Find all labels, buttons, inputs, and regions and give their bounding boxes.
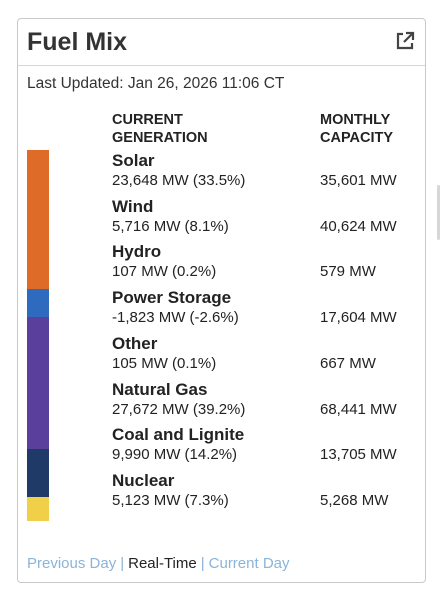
fuel-generation: -1,823 MW (-2.6%) (112, 309, 239, 327)
fuel-name: Hydro (112, 242, 162, 262)
view-switcher: Previous Day | Real-Time | Current Day (27, 555, 290, 572)
current-day-link[interactable]: Current Day (208, 555, 290, 572)
fuel-capacity: 40,624 MW (320, 217, 397, 235)
fuel-capacity: 579 MW (320, 263, 376, 281)
external-link-icon[interactable] (394, 30, 416, 52)
monthly-header-line1: MONTHLY (320, 112, 391, 128)
fuel-mix-card: Fuel Mix Last Updated: Jan 26, 2026 11:0… (17, 18, 426, 583)
card-header: Fuel Mix (18, 19, 425, 66)
stack-bar-segment (27, 317, 49, 449)
fuel-generation: 5,716 MW (8.1%) (112, 217, 229, 235)
fuel-name: Solar (112, 151, 155, 170)
stack-bar-segment (27, 496, 49, 521)
fuel-capacity: 667 MW (320, 354, 376, 372)
fuel-capacity: 35,601 MW (320, 172, 397, 189)
real-time-link[interactable]: Real-Time (128, 555, 197, 572)
fuel-name: Other (112, 333, 158, 353)
fuel-generation: 9,990 MW (14.2%) (112, 446, 238, 464)
fuel-capacity: 68,441 MW (320, 400, 397, 418)
scrollbar[interactable] (437, 185, 440, 240)
fuel-name: Power Storage (112, 288, 232, 308)
fuel-capacity: 17,604 MW (320, 309, 397, 327)
fuel-generation: 105 MW (0.1%) (112, 354, 217, 372)
fuel-row: Other 105 MW (0.1%) 667 MW (112, 334, 412, 380)
stack-bar-segment (27, 289, 49, 318)
fuel-row: Power Storage -1,823 MW (-2.6%) 17,604 MW (112, 288, 412, 334)
fuel-generation: 107 MW (0.2%) (112, 263, 217, 281)
current-header-line2: GENERATION (112, 130, 208, 146)
last-updated-text: Last Updated: Jan 26, 2026 11:06 CT (27, 75, 285, 92)
fuel-generation: 5,123 MW (7.3%) (112, 491, 229, 509)
fuel-capacity: 5,268 MW (320, 491, 389, 509)
fuel-capacity: 13,705 MW (320, 446, 397, 464)
fuel-row: Nuclear 5,123 MW (7.3%) 5,268 MW (112, 471, 412, 517)
fuel-stack-bar (27, 150, 49, 521)
fuel-generation: 27,672 MW (39.2%) (112, 400, 246, 418)
fuel-row: Solar 23,648 MW (33.5%) 35,601 MW (112, 151, 412, 197)
fuel-generation: 23,648 MW (33.5%) (112, 172, 246, 189)
fuel-row: Hydro 107 MW (0.2%) 579 MW (112, 242, 412, 288)
fuel-row: Natural Gas 27,672 MW (39.2%) 68,441 MW (112, 380, 412, 426)
fuel-name: Natural Gas (112, 379, 208, 399)
fuel-row: Wind 5,716 MW (8.1%) 40,624 MW (112, 197, 412, 243)
fuel-name: Wind (112, 196, 154, 216)
monthly-capacity-header: MONTHLY CAPACITY (320, 111, 410, 147)
fuel-name: Nuclear (112, 470, 175, 490)
fuel-name: Coal and Lignite (112, 425, 245, 445)
current-header-line1: CURRENT (112, 112, 183, 128)
card-title: Fuel Mix (27, 28, 128, 56)
separator: | (200, 555, 205, 572)
stack-bar-segment (27, 150, 49, 290)
previous-day-link[interactable]: Previous Day (27, 555, 117, 572)
current-generation-header: CURRENT GENERATION (112, 111, 262, 147)
stack-bar-segment (27, 448, 49, 497)
fuel-row: Coal and Lignite 9,990 MW (14.2%) 13,705 M… (112, 425, 412, 471)
monthly-header-line2: CAPACITY (320, 130, 394, 146)
separator: | (120, 555, 125, 572)
